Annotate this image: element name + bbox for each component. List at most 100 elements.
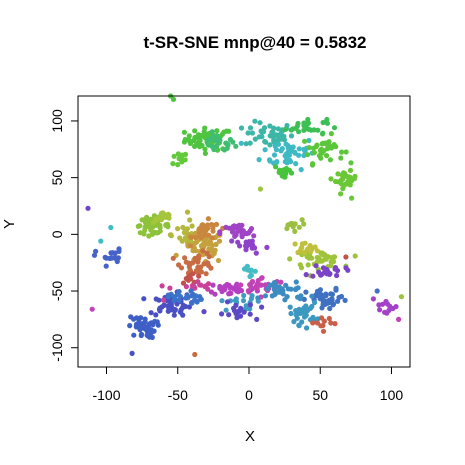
data-point — [278, 279, 284, 285]
data-point — [235, 288, 241, 294]
data-point — [135, 223, 141, 229]
data-point — [288, 286, 294, 292]
data-point — [198, 282, 204, 288]
data-point — [310, 320, 316, 326]
data-point — [202, 150, 208, 156]
data-point — [270, 128, 276, 134]
data-point — [275, 126, 281, 132]
data-point — [198, 296, 204, 302]
data-point — [195, 132, 201, 138]
data-point — [201, 261, 207, 267]
data-point — [85, 205, 91, 211]
data-point — [320, 252, 326, 258]
data-point — [339, 172, 345, 178]
data-point — [215, 257, 222, 264]
data-point — [334, 272, 340, 279]
data-point — [196, 230, 202, 236]
data-point — [226, 128, 232, 134]
data-point — [257, 120, 263, 126]
data-point — [163, 214, 169, 220]
data-point — [252, 268, 258, 274]
data-point — [219, 298, 225, 304]
data-point — [288, 222, 294, 228]
data-point — [213, 241, 219, 247]
data-point — [186, 304, 192, 310]
data-point — [193, 268, 200, 274]
data-point — [293, 286, 299, 293]
data-point — [217, 283, 223, 290]
data-point — [273, 147, 279, 153]
data-point — [342, 297, 348, 303]
data-point — [142, 227, 148, 233]
data-point — [236, 308, 242, 314]
data-point — [306, 145, 312, 151]
data-point — [109, 255, 115, 261]
data-point — [210, 133, 216, 140]
data-point — [293, 279, 299, 285]
data-point — [175, 162, 181, 168]
data-point — [323, 291, 329, 297]
data-point — [148, 320, 154, 326]
data-point — [184, 209, 191, 215]
y-tick-label: -100 — [49, 333, 65, 361]
data-point — [253, 250, 259, 256]
data-point — [129, 350, 135, 356]
data-point — [98, 238, 104, 244]
data-point — [282, 174, 288, 180]
data-point — [298, 167, 304, 173]
data-point — [312, 299, 318, 306]
data-point — [235, 228, 241, 234]
data-point — [317, 287, 323, 293]
data-point — [153, 312, 159, 318]
data-point — [214, 128, 220, 134]
data-point — [254, 316, 260, 322]
data-point — [235, 239, 241, 245]
data-point — [137, 327, 143, 333]
data-point — [298, 245, 304, 252]
data-point — [339, 149, 345, 155]
data-point — [192, 234, 198, 241]
data-point — [188, 288, 194, 294]
data-point — [229, 238, 235, 244]
data-point — [338, 177, 345, 183]
data-point — [257, 282, 263, 288]
data-point — [329, 297, 335, 303]
data-point — [209, 235, 216, 241]
data-point — [205, 216, 211, 222]
data-point — [245, 267, 251, 273]
data-point — [182, 255, 188, 261]
data-point — [313, 263, 319, 269]
data-point — [306, 126, 312, 132]
data-point — [182, 226, 188, 233]
data-point — [292, 241, 298, 247]
data-point — [279, 135, 285, 141]
data-point — [164, 298, 170, 304]
data-point — [303, 272, 309, 278]
data-point — [223, 140, 229, 146]
data-point — [216, 238, 223, 244]
data-point — [159, 283, 165, 289]
data-point — [207, 137, 213, 143]
data-point — [296, 306, 302, 312]
data-point — [343, 265, 349, 271]
data-point — [193, 293, 199, 299]
data-point — [240, 230, 246, 236]
data-point — [154, 230, 160, 236]
data-point — [308, 248, 314, 254]
data-point — [303, 312, 309, 318]
data-point — [316, 153, 322, 159]
data-point — [287, 256, 293, 262]
data-point — [189, 223, 195, 229]
data-point — [303, 289, 309, 295]
data-point — [247, 311, 253, 317]
data-point — [325, 146, 331, 152]
data-point — [247, 140, 253, 146]
data-point — [186, 133, 192, 139]
data-point — [177, 235, 183, 241]
data-point — [331, 259, 337, 265]
data-point — [297, 262, 303, 268]
data-point — [305, 262, 311, 268]
data-point — [273, 164, 279, 170]
data-point — [314, 320, 321, 326]
data-point — [264, 244, 270, 250]
